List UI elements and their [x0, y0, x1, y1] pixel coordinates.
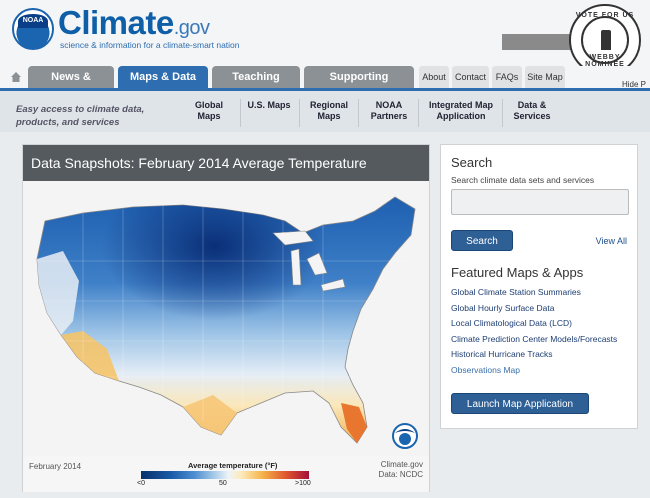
view-all-link[interactable]: View All [595, 236, 627, 246]
legend-tick-min: <0 [137, 480, 145, 487]
link-local-climatological-data[interactable]: Local Climatological Data (LCD) [451, 318, 572, 329]
badge-ring [581, 16, 629, 64]
tab-supporting-decisions[interactable]: Supporting Decisions [304, 66, 414, 105]
nav-about[interactable]: About [419, 66, 449, 88]
featured-links: Global Climate Station Summaries Global … [451, 285, 631, 379]
featured-heading: Featured Maps & Apps [451, 265, 584, 280]
site-header: NOAA Climate.gov science & information f… [0, 0, 650, 76]
search-hint: Search climate data sets and services [451, 175, 595, 185]
tab-teaching-climate[interactable]: Teaching Climate [212, 66, 300, 105]
noaa-logo[interactable]: NOAA [12, 8, 54, 50]
noaa-logo-text: NOAA [22, 17, 44, 24]
site-title-tld: .gov [173, 17, 210, 39]
subnav-regional-maps[interactable]: Regional Maps [309, 100, 348, 121]
nav-contact[interactable]: Contact [452, 66, 489, 88]
credit-site: Climate.gov [380, 460, 423, 469]
subnav-global-maps[interactable]: Global Maps [194, 100, 223, 121]
sub-nav: Easy access to climate data, products, a… [0, 88, 650, 132]
data-snapshot-panel: Data Snapshots: February 2014 Average Te… [22, 144, 430, 492]
site-tagline: science & information for a climate-smar… [60, 40, 240, 50]
link-global-climate-station-summaries[interactable]: Global Climate Station Summaries [451, 287, 581, 297]
divider [418, 99, 419, 127]
legend-title: Average temperature (°F) [188, 461, 278, 470]
legend-tick-max: >100 [295, 480, 311, 487]
subnav-data-services[interactable]: Data & Services [513, 100, 551, 121]
divider [502, 99, 503, 127]
link-observations-map[interactable]: Observations Map [451, 364, 520, 375]
subnav-lead: Easy access to climate data, products, a… [16, 104, 145, 128]
subnav-integrated-map[interactable]: Integrated Map Application [428, 100, 493, 121]
tab-maps-data[interactable]: Maps & Data [118, 66, 208, 88]
trophy-icon [601, 30, 611, 50]
credit-data: Data: NCDC [378, 470, 423, 479]
site-title-name: Climate [58, 4, 174, 41]
snapshot-title[interactable]: Data Snapshots: February 2014 Average Te… [23, 145, 429, 181]
divider [299, 99, 300, 127]
nav-site-map[interactable]: Site Map [525, 66, 565, 88]
legend-tick-mid: 50 [219, 480, 227, 487]
divider [358, 99, 359, 127]
link-global-hourly-surface-data[interactable]: Global Hourly Surface Data [451, 302, 555, 313]
temperature-map[interactable] [23, 181, 429, 456]
main-nav: News & Features Maps & Data Teaching Cli… [0, 66, 650, 105]
link-climate-prediction-center[interactable]: Climate Prediction Center Models/Forecas… [451, 333, 618, 344]
divider [240, 99, 241, 127]
nav-faqs[interactable]: FAQs [492, 66, 522, 88]
search-button[interactable]: Search [451, 230, 513, 251]
subnav-us-maps[interactable]: U.S. Maps [247, 100, 291, 110]
sidebar-panel: Search Search climate data sets and serv… [440, 144, 638, 429]
launch-map-button[interactable]: Launch Map Application [451, 393, 589, 414]
us-temperature-map-image [23, 181, 429, 456]
map-footer: February 2014 Average temperature (°F) <… [23, 456, 429, 492]
snapshot-date: February 2014 [29, 462, 82, 471]
hide-panel-link[interactable]: Hide P [621, 80, 646, 89]
link-historical-hurricane-tracks[interactable]: Historical Hurricane Tracks [451, 349, 553, 360]
badge-top-text: VOTE FOR US [575, 12, 635, 19]
map-credit: Climate.gov Data: NCDC [379, 460, 423, 480]
legend-color-bar [141, 471, 309, 479]
subnav-noaa-partners[interactable]: NOAA Partners [370, 100, 408, 121]
home-icon[interactable] [10, 71, 22, 83]
webby-badge[interactable]: VOTE FOR US WEBBY NOMINEE [569, 4, 641, 76]
site-title[interactable]: Climate.gov [58, 4, 210, 42]
badge-bottom-text: WEBBY NOMINEE [585, 54, 625, 68]
bird-icon [18, 14, 48, 28]
tab-news-features[interactable]: News & Features [28, 66, 114, 105]
dataset-search-input[interactable] [451, 189, 629, 215]
search-heading: Search [451, 155, 493, 170]
